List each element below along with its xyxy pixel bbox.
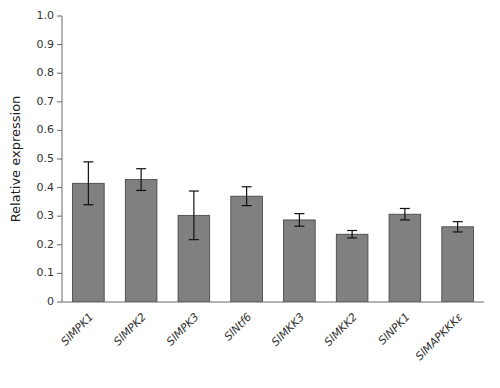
- error-bar: [83, 162, 93, 205]
- x-tick-label: SlMAPKKKε: [413, 311, 466, 364]
- y-tick-label: 0.2: [37, 238, 55, 251]
- x-tick-label: SlMPK1: [58, 311, 96, 349]
- chart-container: 0 0.1 0.2 0.3 0.4 0.5 0.6 0.7 0.8 0.9 1.0 SlMPK1 SlM…: [0, 0, 500, 388]
- y-axis-line: [62, 16, 63, 302]
- y-tick-label: 0.5: [37, 152, 55, 165]
- y-tick-label: 0: [47, 295, 54, 308]
- y-tick: [57, 187, 62, 188]
- x-tick-label: SlMKK3: [269, 311, 307, 349]
- y-tick: [57, 44, 62, 45]
- error-bar: [453, 222, 463, 232]
- bar: [442, 227, 474, 302]
- y-tick: [57, 302, 62, 303]
- y-tick: [57, 244, 62, 245]
- y-tick: [57, 159, 62, 160]
- error-bar: [294, 214, 304, 227]
- y-tick: [57, 16, 62, 17]
- y-tick-label: 1.0: [37, 9, 55, 22]
- error-bar: [347, 231, 357, 238]
- error-bar: [189, 191, 199, 240]
- y-tick: [57, 273, 62, 274]
- error-bar: [400, 208, 410, 219]
- bar: [336, 234, 368, 302]
- y-tick: [57, 216, 62, 217]
- x-tick-label: SlMPK2: [111, 311, 149, 349]
- error-bar: [136, 169, 146, 191]
- y-tick-label: 0.8: [37, 66, 55, 79]
- y-tick-label: 0.6: [37, 123, 55, 136]
- y-tick-label: 0.1: [37, 266, 55, 279]
- x-tick-label: SlMKK2: [322, 311, 360, 349]
- error-bar: [242, 187, 252, 206]
- x-axis-line: [62, 302, 484, 303]
- y-tick-label: 0.9: [37, 38, 55, 51]
- y-axis-title: Relative expression: [8, 96, 23, 223]
- y-tick-label: 0.3: [37, 209, 55, 222]
- bars: [73, 162, 474, 302]
- y-tick-label: 0.7: [37, 95, 55, 108]
- y-tick: [57, 73, 62, 74]
- bar: [389, 214, 421, 302]
- x-tick-label: SlNPK1: [376, 311, 413, 348]
- bar: [231, 196, 263, 302]
- bar: [284, 220, 316, 302]
- x-tick-label: SlMPK3: [164, 311, 202, 349]
- chart-svg: 0 0.1 0.2 0.3 0.4 0.5 0.6 0.7 0.8 0.9 1.0 SlMPK1 SlM…: [0, 0, 500, 388]
- bar: [125, 180, 157, 302]
- y-tick-label: 0.4: [37, 181, 55, 194]
- x-tick-label: SlNtf6: [222, 311, 255, 344]
- y-tick: [57, 130, 62, 131]
- y-tick: [57, 101, 62, 102]
